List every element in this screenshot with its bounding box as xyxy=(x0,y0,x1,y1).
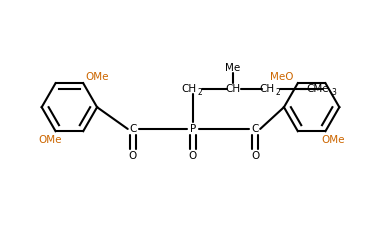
Text: Me: Me xyxy=(225,63,240,73)
Text: OMe: OMe xyxy=(39,135,62,145)
Text: O: O xyxy=(251,151,259,161)
Text: 2: 2 xyxy=(198,88,202,97)
Text: O: O xyxy=(129,151,137,161)
Text: OMe: OMe xyxy=(85,72,109,82)
Text: CH: CH xyxy=(225,84,240,94)
Text: O: O xyxy=(189,151,197,161)
Text: OMe: OMe xyxy=(322,135,345,145)
Text: CH: CH xyxy=(260,84,275,94)
Text: MeO: MeO xyxy=(270,72,294,82)
Text: C: C xyxy=(129,124,136,134)
Text: CMe: CMe xyxy=(306,84,329,94)
Text: C: C xyxy=(252,124,259,134)
Text: P: P xyxy=(190,124,196,134)
Text: CH: CH xyxy=(182,84,196,94)
Text: 3: 3 xyxy=(331,88,336,97)
Text: 2: 2 xyxy=(276,88,280,97)
